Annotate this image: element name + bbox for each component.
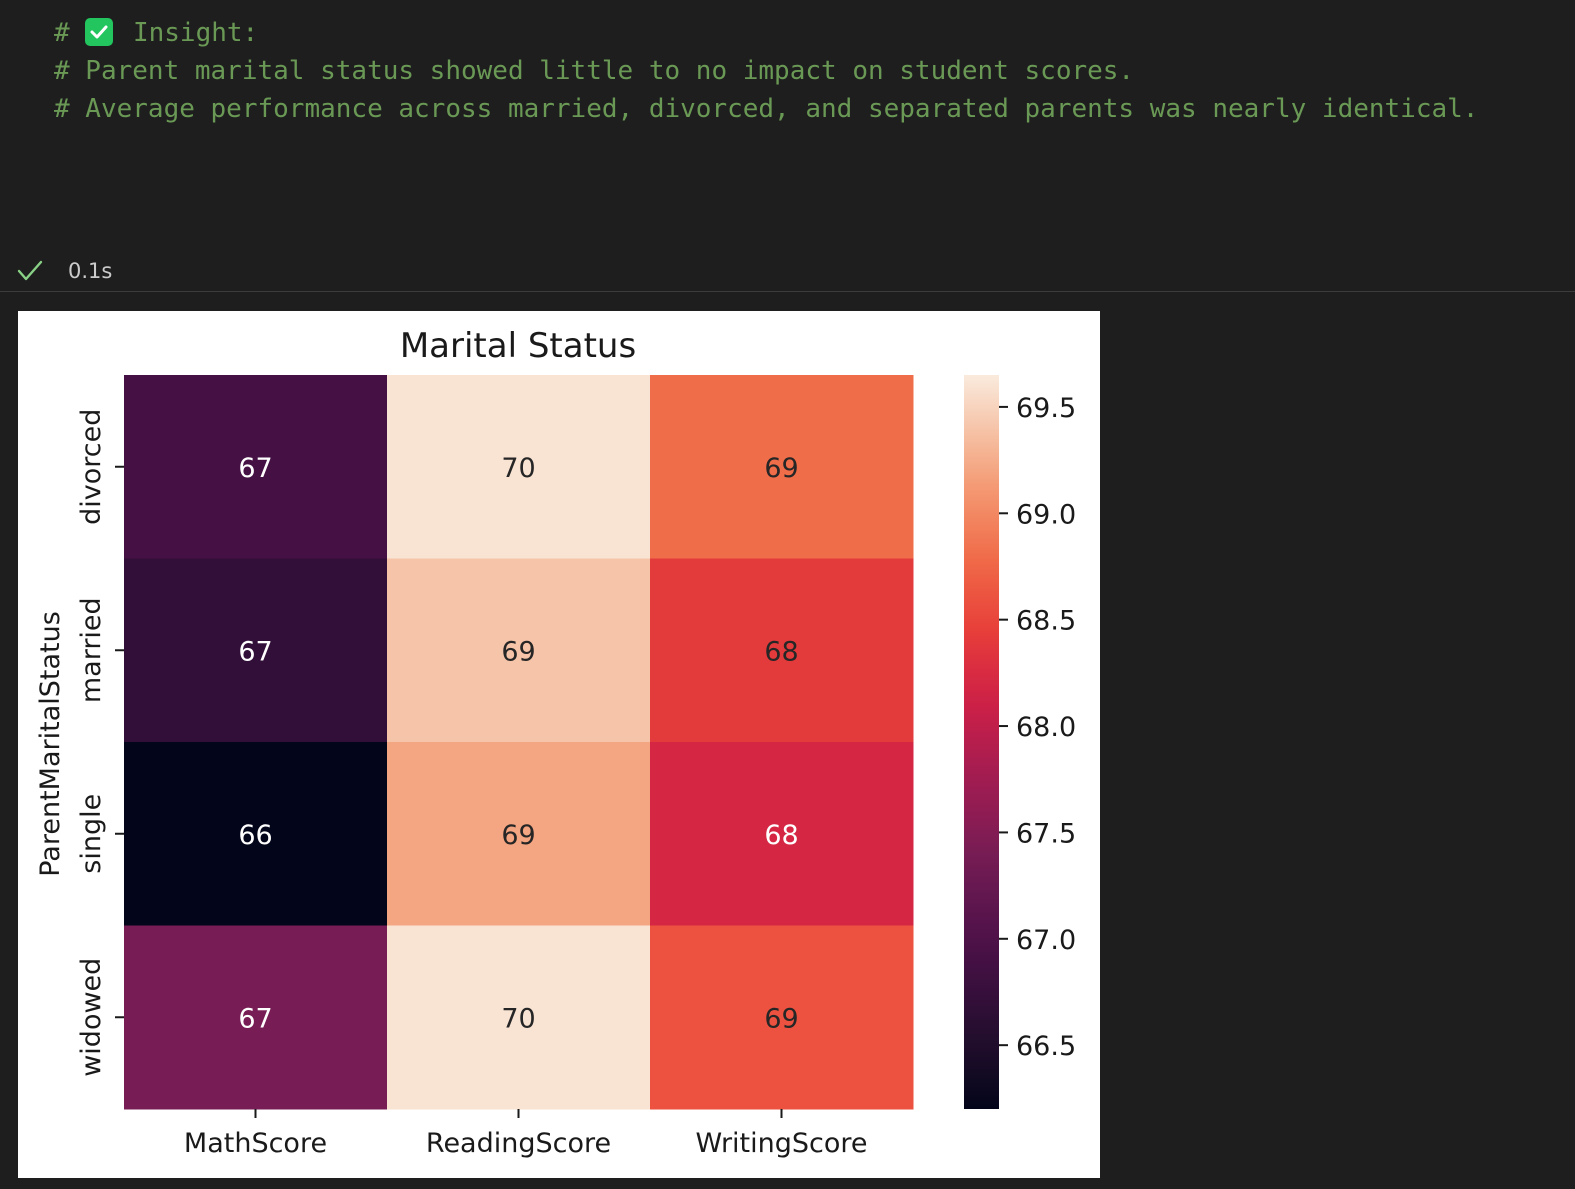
y-tick-label: widowed (76, 958, 107, 1077)
check-mark-button-icon (85, 18, 114, 46)
cell-annotation: 69 (501, 820, 535, 851)
heatmap-cell (387, 375, 651, 559)
heatmap-cell (124, 742, 388, 926)
heatmap-cell (650, 742, 914, 926)
colorbar-ticks: 66.5 67.0 67.5 68.0 68.5 69.0 69.5 (999, 393, 1076, 1062)
colorbar-tick-label: 67.0 (1016, 925, 1076, 956)
heatmap-cell (387, 742, 651, 926)
y-tick-label: single (76, 794, 107, 874)
colorbar-tick-label: 67.5 (1016, 818, 1076, 849)
cell-status-bar: 0.1s (0, 252, 1575, 292)
insight-heading: Insight: (117, 18, 259, 48)
cell-annotation: 67 (238, 1003, 272, 1034)
x-axis-ticks: MathScore ReadingScore WritingScore (184, 1109, 868, 1159)
x-tick-label: MathScore (184, 1128, 327, 1159)
heatmap-cell (124, 375, 388, 559)
heatmap-cell (124, 558, 388, 743)
execution-time: 0.1s (68, 259, 113, 283)
checkmark-icon (16, 258, 44, 288)
heatmap-cell (387, 925, 651, 1110)
cell-annotation: 70 (501, 1003, 535, 1034)
colorbar-tick-label: 69.0 (1016, 499, 1076, 530)
code-line-2: # Parent marital status showed little to… (54, 56, 1135, 86)
chart-title: Marital Status (400, 326, 636, 366)
y-axis-label: ParentMaritalStatus (35, 611, 66, 877)
comment-prefix: # (54, 18, 86, 48)
code-line-1: # Insight: (54, 14, 258, 52)
x-tick-label: WritingScore (695, 1128, 867, 1159)
colorbar-tick-label: 68.5 (1016, 606, 1076, 637)
cell-annotation: 69 (764, 453, 798, 484)
cell-annotation: 67 (238, 636, 272, 667)
cell-annotation: 66 (238, 820, 272, 851)
colorbar-tick-label: 69.5 (1016, 393, 1076, 424)
code-line-3: # Average performance across married, di… (54, 94, 1479, 124)
y-tick-label: divorced (76, 409, 107, 525)
heatmap-cell (387, 558, 651, 743)
cell-annotation: 68 (764, 820, 798, 851)
y-axis-ticks: divorced married single widowed (76, 409, 124, 1077)
cell-annotation: 70 (501, 453, 535, 484)
x-tick-label: ReadingScore (426, 1128, 611, 1159)
heatmap-cell (124, 925, 388, 1110)
cell-annotation: 67 (238, 453, 272, 484)
heatmap-chart: Marital Status ParentMaritalStatus 67 70 6… (35, 326, 1076, 1159)
code-cell[interactable]: # Insight: # Parent marital status showe… (0, 0, 1575, 292)
heatmap-figure: Marital Status ParentMaritalStatus 67 70 6… (18, 311, 1100, 1178)
heatmap-cell (650, 375, 914, 559)
colorbar-tick-label: 68.0 (1016, 712, 1076, 743)
cell-annotation: 69 (764, 1003, 798, 1034)
heatmap-cells: 67 70 69 67 69 68 66 69 68 67 70 69 (124, 375, 914, 1110)
cell-divider (0, 291, 1575, 292)
cell-annotation: 69 (501, 636, 535, 667)
colorbar-tick-label: 66.5 (1016, 1031, 1076, 1062)
cell-annotation: 68 (764, 636, 798, 667)
y-tick-label: married (76, 597, 107, 703)
heatmap-cell (650, 925, 914, 1110)
colorbar (964, 375, 999, 1109)
heatmap-cell (650, 558, 914, 743)
